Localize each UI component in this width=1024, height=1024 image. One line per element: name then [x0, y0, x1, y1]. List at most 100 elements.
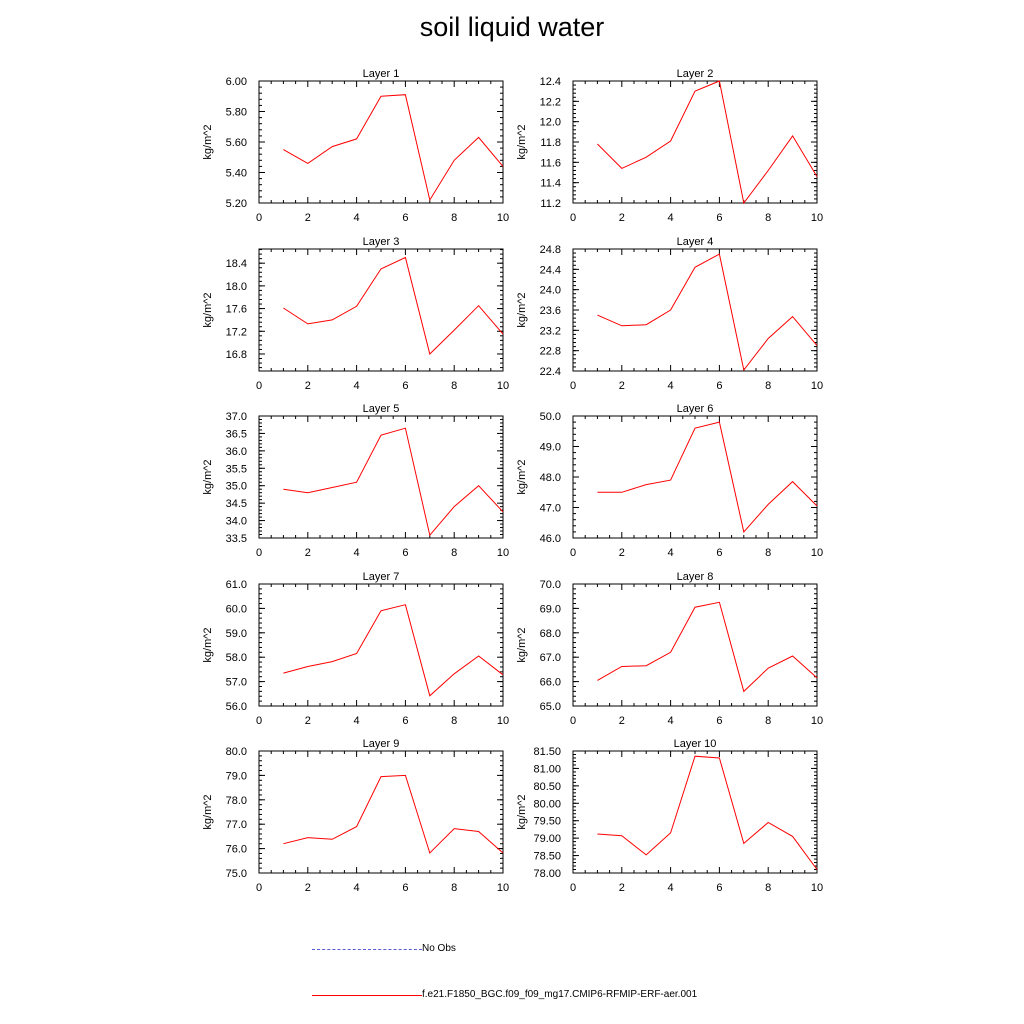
y-tick-label: 11.6	[540, 157, 561, 169]
plot-frame	[258, 583, 504, 707]
y-tick-label: 5.60	[226, 137, 247, 149]
y-tick-label: 23.6	[540, 305, 561, 317]
series-line	[597, 253, 818, 372]
y-tick-label: 75.0	[226, 868, 247, 880]
y-tick-label: 58.0	[226, 652, 247, 664]
y-tick-label: 79.50	[533, 816, 561, 828]
y-tick-label: 6.00	[226, 76, 247, 88]
x-tick-label: 8	[451, 212, 457, 224]
y-tick-label: 12.4	[540, 76, 561, 88]
x-tick-label: 8	[765, 380, 771, 392]
y-tick-label: 78.0	[226, 795, 247, 807]
panel-layer-2: Layer 2 kg/m^2 0 2 4 6 8 10 11.2 11.4 11.6 11.8 12.0…	[516, 68, 823, 224]
x-tick-label: 8	[451, 882, 457, 894]
x-tick-label: 4	[668, 212, 674, 224]
x-tick-label: 4	[668, 547, 674, 559]
plot-frame	[572, 583, 818, 707]
y-tick-label: 35.0	[226, 481, 247, 493]
plot-frame	[258, 415, 504, 539]
x-tick-label: 0	[570, 882, 576, 894]
x-tick-label: 2	[305, 212, 311, 224]
series-line	[597, 601, 818, 693]
x-tick-label: 8	[451, 380, 457, 392]
y-tick-label: 79.00	[533, 833, 561, 845]
y-tick-label: 80.0	[226, 746, 247, 758]
x-tick-label: 4	[354, 715, 360, 727]
y-tick-label: 46.0	[540, 533, 561, 545]
x-tick-label: 4	[354, 547, 360, 559]
y-tick-label: 81.50	[533, 746, 561, 758]
x-tick-label: 4	[354, 212, 360, 224]
y-tick-label: 57.0	[226, 677, 247, 689]
figure-title: soil liquid water	[419, 12, 605, 42]
panel-title: Layer 7	[363, 571, 400, 583]
x-tick-label: 0	[256, 715, 262, 727]
panel-title: Layer 4	[677, 236, 714, 248]
panel-title: Layer 5	[363, 403, 400, 415]
y-tick-label: 59.0	[226, 628, 247, 640]
y-tick-label: 34.0	[226, 516, 247, 528]
x-tick-label: 2	[619, 715, 625, 727]
series-line	[283, 256, 504, 355]
x-tick-label: 4	[354, 882, 360, 894]
y-tick-label: 50.0	[540, 411, 561, 423]
x-tick-label: 0	[570, 380, 576, 392]
legend-swatch-solid	[312, 995, 422, 996]
x-tick-label: 2	[619, 547, 625, 559]
y-tick-label: 22.4	[540, 366, 561, 378]
y-tick-label: 34.5	[226, 498, 247, 510]
y-tick-label: 12.2	[540, 96, 561, 108]
x-tick-label: 0	[570, 212, 576, 224]
y-tick-label: 49.0	[540, 442, 561, 454]
x-tick-label: 10	[497, 547, 509, 559]
y-tick-label: 67.0	[540, 652, 561, 664]
y-tick-label: 80.50	[533, 781, 561, 793]
x-tick-label: 2	[305, 547, 311, 559]
x-tick-label: 2	[619, 212, 625, 224]
x-tick-label: 0	[256, 882, 262, 894]
y-axis-label: kg/m^2	[202, 794, 214, 829]
legend-label: No Obs	[422, 943, 456, 954]
y-tick-label: 12.0	[540, 117, 561, 129]
series-line	[283, 774, 504, 854]
x-tick-label: 6	[716, 715, 722, 727]
panel-layer-6: Layer 6 kg/m^2 0 2 4 6 8 10 46.0 47.0 48.0 49.0 50.0	[516, 403, 823, 559]
x-tick-label: 10	[811, 212, 823, 224]
y-tick-label: 79.0	[226, 770, 247, 782]
plot-frame	[572, 80, 818, 204]
x-tick-label: 10	[811, 715, 823, 727]
y-tick-label: 11.4	[540, 178, 561, 190]
y-axis-label: kg/m^2	[516, 124, 528, 159]
x-tick-label: 4	[354, 380, 360, 392]
x-tick-label: 6	[716, 380, 722, 392]
x-tick-label: 4	[668, 882, 674, 894]
y-axis-label: kg/m^2	[516, 459, 528, 494]
y-tick-label: 60.0	[226, 603, 247, 615]
y-tick-label: 36.5	[226, 428, 247, 440]
x-tick-label: 8	[765, 547, 771, 559]
y-tick-label: 81.00	[533, 763, 561, 775]
y-axis-label: kg/m^2	[202, 292, 214, 327]
panel-title: Layer 10	[674, 738, 717, 750]
y-tick-label: 23.2	[540, 325, 561, 337]
x-tick-label: 10	[497, 882, 509, 894]
panel-title: Layer 9	[363, 738, 400, 750]
y-tick-label: 78.50	[533, 851, 561, 863]
y-tick-label: 37.0	[226, 411, 247, 423]
legend-swatch-dashed	[312, 949, 422, 950]
x-tick-label: 4	[668, 715, 674, 727]
panel-layer-1: Layer 1 kg/m^2 0 2 4 6 8 10 5.20 5.40 5.60 5.80 6.00	[202, 68, 509, 224]
series-line	[597, 421, 818, 533]
x-tick-label: 6	[402, 212, 408, 224]
y-tick-label: 5.40	[226, 168, 247, 180]
plot-frame	[258, 80, 504, 204]
panel-layer-4: Layer 4 kg/m^2 0 2 4 6 8 10 22.4 22.8 23.2 23.6 24.0…	[516, 236, 823, 392]
x-tick-label: 6	[716, 212, 722, 224]
y-tick-label: 17.6	[226, 304, 247, 316]
y-tick-label: 24.8	[540, 244, 561, 256]
x-tick-label: 2	[619, 882, 625, 894]
panel-layer-7: Layer 7 kg/m^2 0 2 4 6 8 10 56.0 57.0 58.0 59.0 60.0…	[202, 571, 509, 727]
x-tick-label: 2	[619, 380, 625, 392]
y-axis-label: kg/m^2	[202, 459, 214, 494]
